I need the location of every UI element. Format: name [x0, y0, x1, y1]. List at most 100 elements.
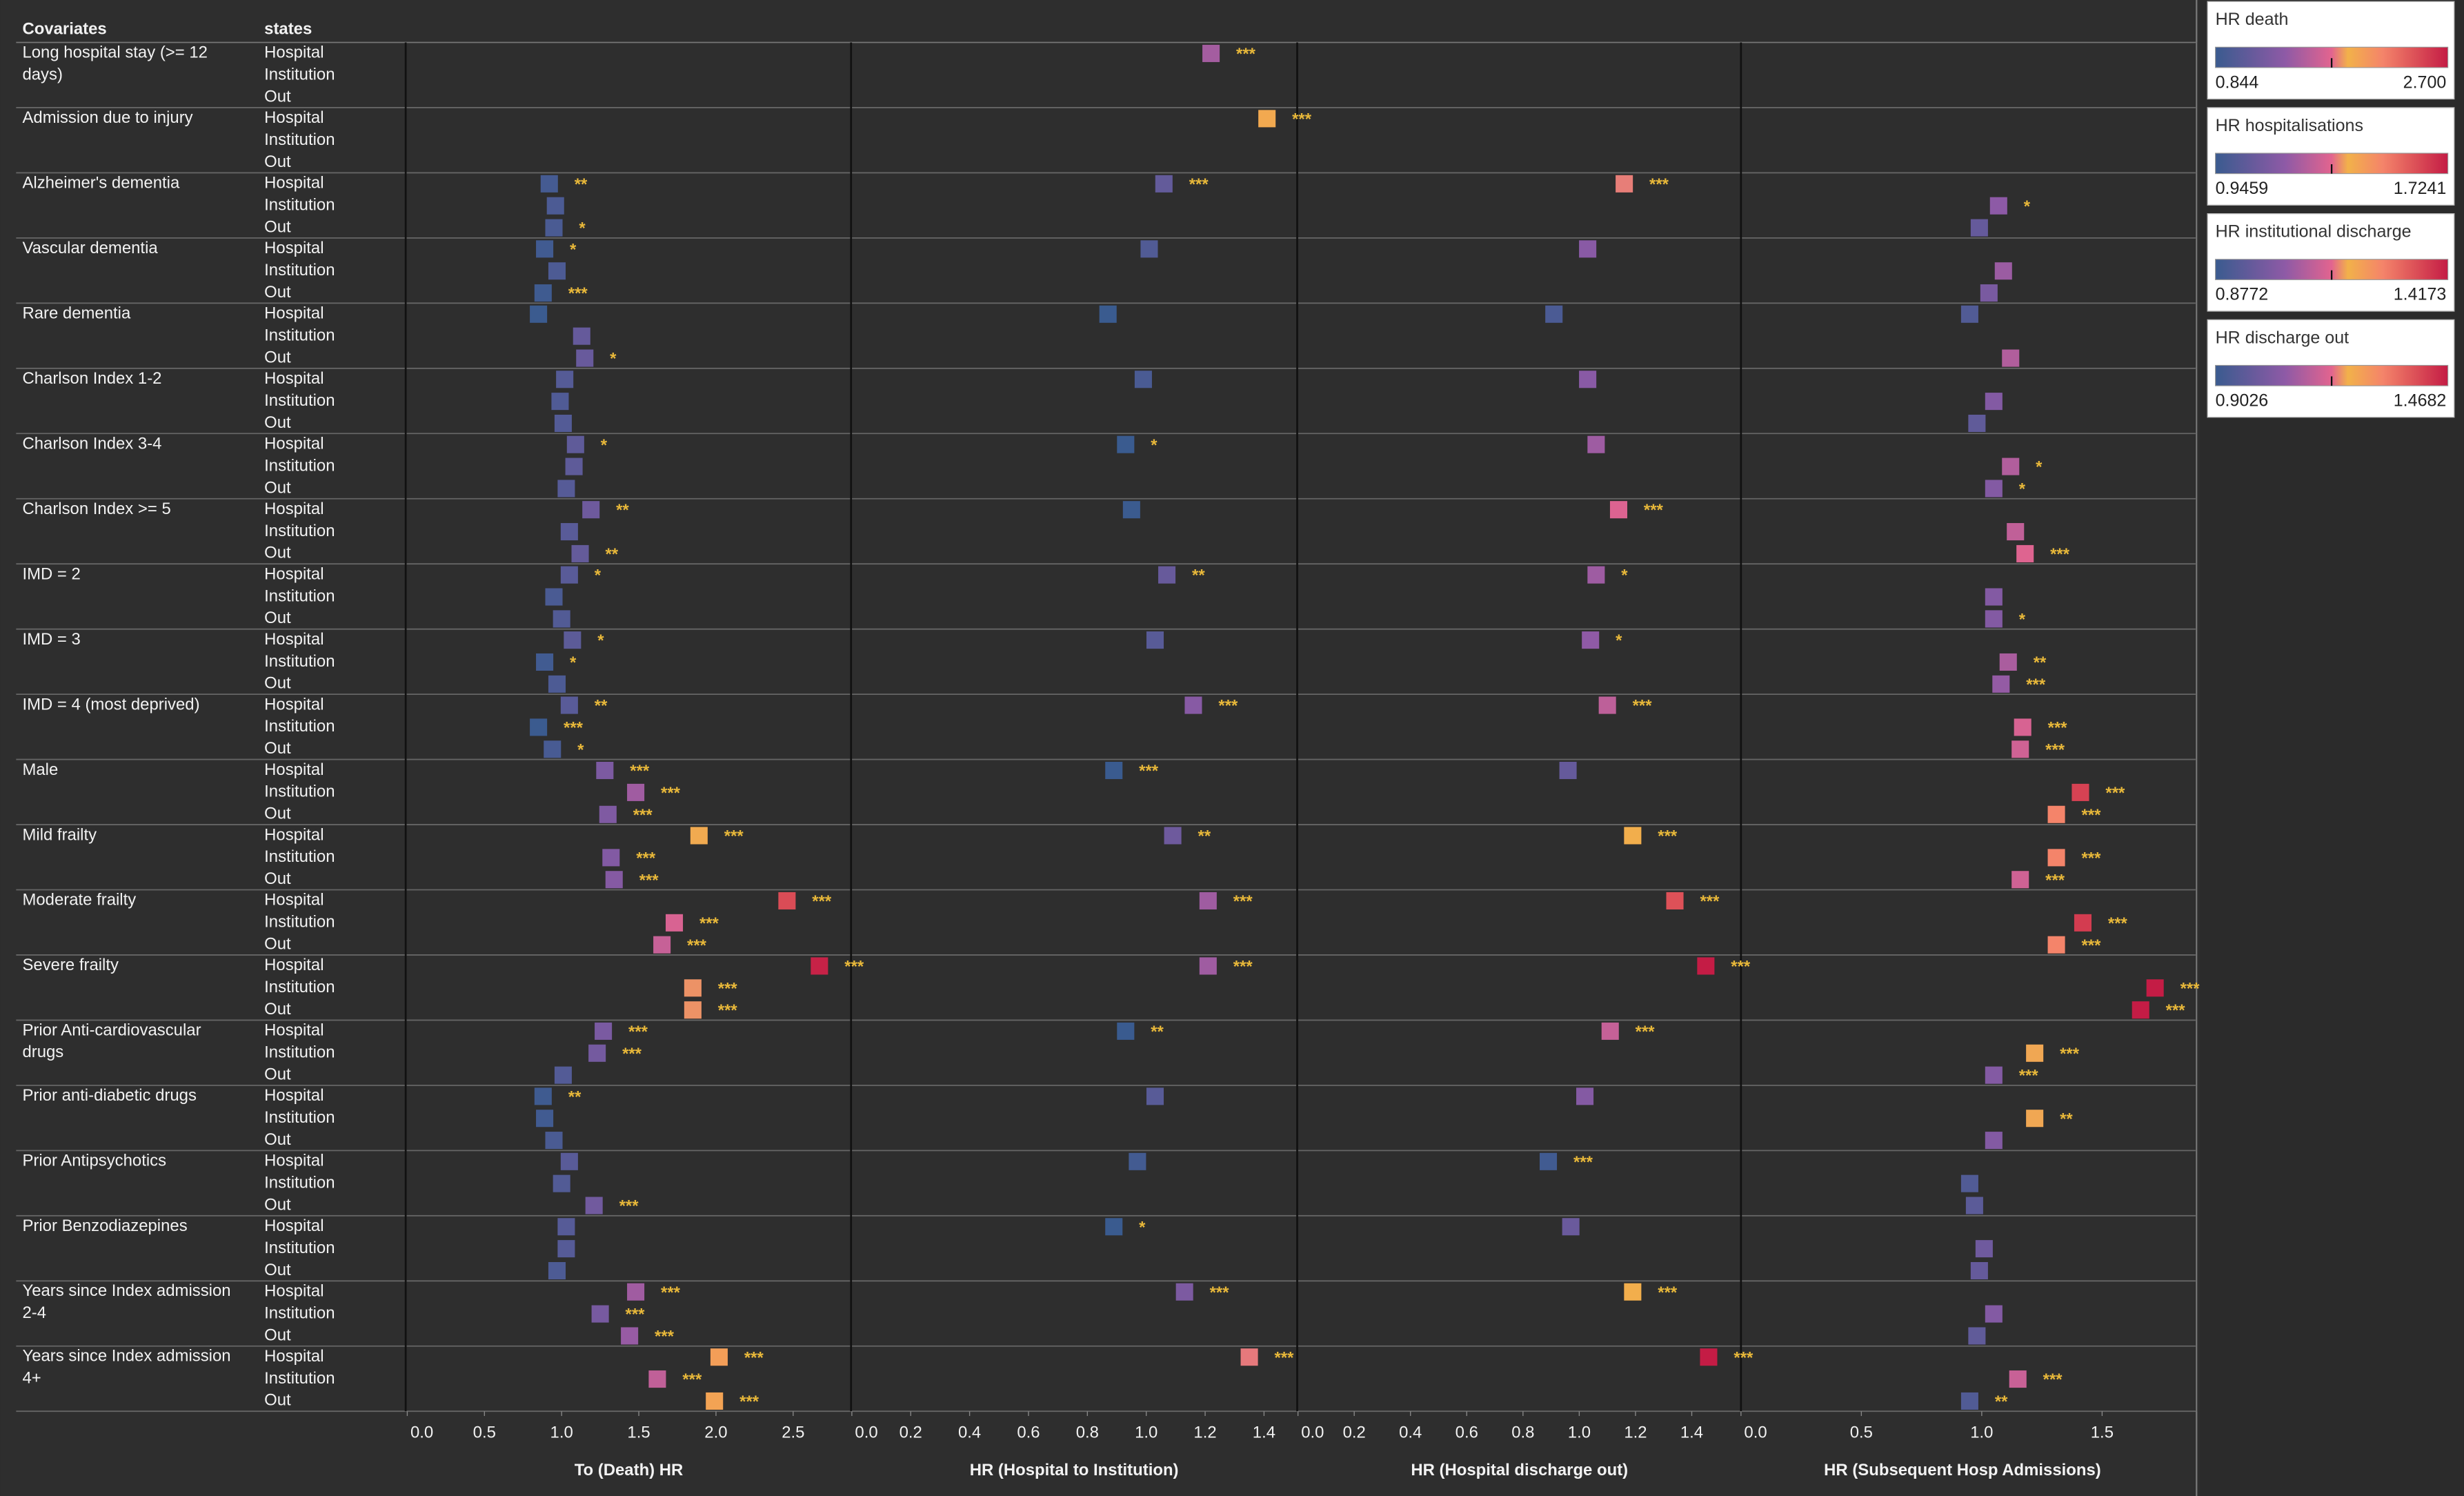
hr-marker: [1105, 1218, 1123, 1236]
significance-stars: ***: [655, 1328, 675, 1346]
main-panel: [0, 0, 2200, 1496]
hr-marker: [545, 588, 563, 606]
hr-marker: [588, 1044, 606, 1062]
hr-marker: [1540, 1152, 1558, 1170]
state-label: Out: [264, 152, 291, 171]
significance-stars: ***: [718, 1001, 738, 1020]
state-label: Institution: [264, 1173, 335, 1192]
covariate-label: Alzheimer's dementia: [22, 174, 179, 193]
hr-marker: [548, 675, 566, 693]
significance-stars: *: [577, 740, 584, 759]
state-label: Hospital: [264, 695, 324, 713]
hr-marker: [1582, 631, 1600, 649]
significance-stars: ***: [636, 849, 656, 867]
hr-marker: [1968, 1327, 1986, 1345]
hr-marker: [595, 1022, 613, 1040]
state-label: Hospital: [264, 174, 324, 193]
significance-stars: ***: [619, 1197, 639, 1216]
hr-marker: [811, 957, 828, 975]
state-label: Hospital: [264, 564, 324, 583]
hr-marker: [1562, 1218, 1580, 1236]
legend-range-label: 1.4173: [2394, 285, 2447, 304]
hr-marker: [2009, 1370, 2027, 1388]
state-label: Hospital: [264, 760, 324, 779]
hr-marker: [1968, 414, 1986, 433]
hr-marker: [1960, 1392, 1978, 1410]
x-axis-title: To (Death) HR: [575, 1461, 684, 1479]
state-label: Hospital: [264, 891, 324, 909]
x-tick-label: 1.0: [1568, 1423, 1591, 1441]
hr-marker: [576, 349, 594, 367]
hr-marker: [1985, 1305, 2003, 1323]
hr-marker: [560, 696, 578, 714]
state-label: Out: [264, 1195, 291, 1214]
state-label: Out: [264, 935, 291, 954]
hr-marker: [548, 262, 566, 280]
legend-range-label: 1.7241: [2394, 179, 2447, 198]
significance-stars: *: [570, 240, 577, 259]
hr-marker: [596, 761, 614, 780]
covariate-label: Charlson Index >= 5: [22, 500, 170, 518]
x-tick-label: 0.0: [1744, 1423, 1767, 1441]
legend-range-label: 2.700: [2403, 72, 2447, 92]
hr-marker: [627, 783, 645, 801]
hr-marker: [553, 1174, 570, 1192]
x-tick-label: 1.0: [1135, 1423, 1158, 1441]
state-label: Hospital: [264, 630, 324, 649]
x-tick-label: 0.2: [1343, 1423, 1366, 1441]
significance-stars: ***: [844, 957, 864, 976]
hr-marker: [530, 305, 548, 323]
x-tick-label: 0.0: [1301, 1423, 1324, 1441]
hr-marker: [1146, 1087, 1164, 1105]
hr-marker: [1985, 1132, 2003, 1150]
hr-marker: [1240, 1348, 1258, 1366]
hr-marker: [2002, 457, 2020, 475]
significance-stars: **: [568, 1087, 582, 1106]
hr-marker: [1700, 1348, 1718, 1366]
state-label: Hospital: [264, 1217, 324, 1235]
hr-marker: [585, 1197, 603, 1214]
significance-stars: *: [2036, 458, 2043, 477]
hr-marker: [1994, 262, 2012, 280]
hr-marker: [1965, 1197, 1983, 1214]
significance-stars: **: [2060, 1110, 2073, 1128]
state-label: Out: [264, 1130, 291, 1149]
covariate-label: Charlson Index 3-4: [22, 435, 161, 453]
hr-marker: [710, 1348, 728, 1366]
significance-stars: *: [1151, 436, 1158, 455]
significance-stars: *: [1139, 1218, 1146, 1237]
hr-marker: [1970, 1261, 1988, 1280]
state-label: Hospital: [264, 956, 324, 974]
hr-marker: [1099, 305, 1117, 323]
hr-marker: [2016, 544, 2034, 562]
hr-marker: [1985, 610, 2003, 628]
hr-marker: [684, 1001, 702, 1019]
state-label: Hospital: [264, 825, 324, 844]
hr-marker: [560, 523, 578, 541]
x-tick-label: 1.4: [1253, 1423, 1275, 1441]
significance-stars: ***: [2082, 936, 2102, 955]
hr-marker: [605, 871, 623, 889]
hr-marker: [1122, 501, 1140, 519]
significance-stars: ***: [661, 784, 681, 803]
hr-marker: [1609, 501, 1628, 519]
covariate-label: Admission due to injury: [22, 108, 192, 127]
hr-marker: [1559, 761, 1577, 780]
hr-marker: [1140, 240, 1158, 258]
significance-stars: ***: [630, 762, 650, 780]
hr-marker: [1105, 761, 1123, 780]
state-label: Out: [264, 413, 291, 432]
x-tick-label: 0.8: [1511, 1423, 1534, 1441]
significance-stars: ***: [2082, 806, 2102, 825]
x-tick-label: 1.0: [1970, 1423, 1993, 1441]
significance-stars: ***: [1275, 1348, 1295, 1367]
state-label: Institution: [264, 261, 335, 279]
hr-marker: [602, 849, 620, 867]
covariate-label: Moderate frailty: [22, 891, 136, 909]
state-label: Institution: [264, 783, 335, 801]
state-label: Out: [264, 674, 291, 693]
covariate-label: Male: [22, 760, 58, 779]
legend-title: HR discharge out: [2216, 328, 2349, 347]
hr-marker: [556, 371, 574, 388]
legend-range-label: 0.8772: [2216, 285, 2269, 304]
